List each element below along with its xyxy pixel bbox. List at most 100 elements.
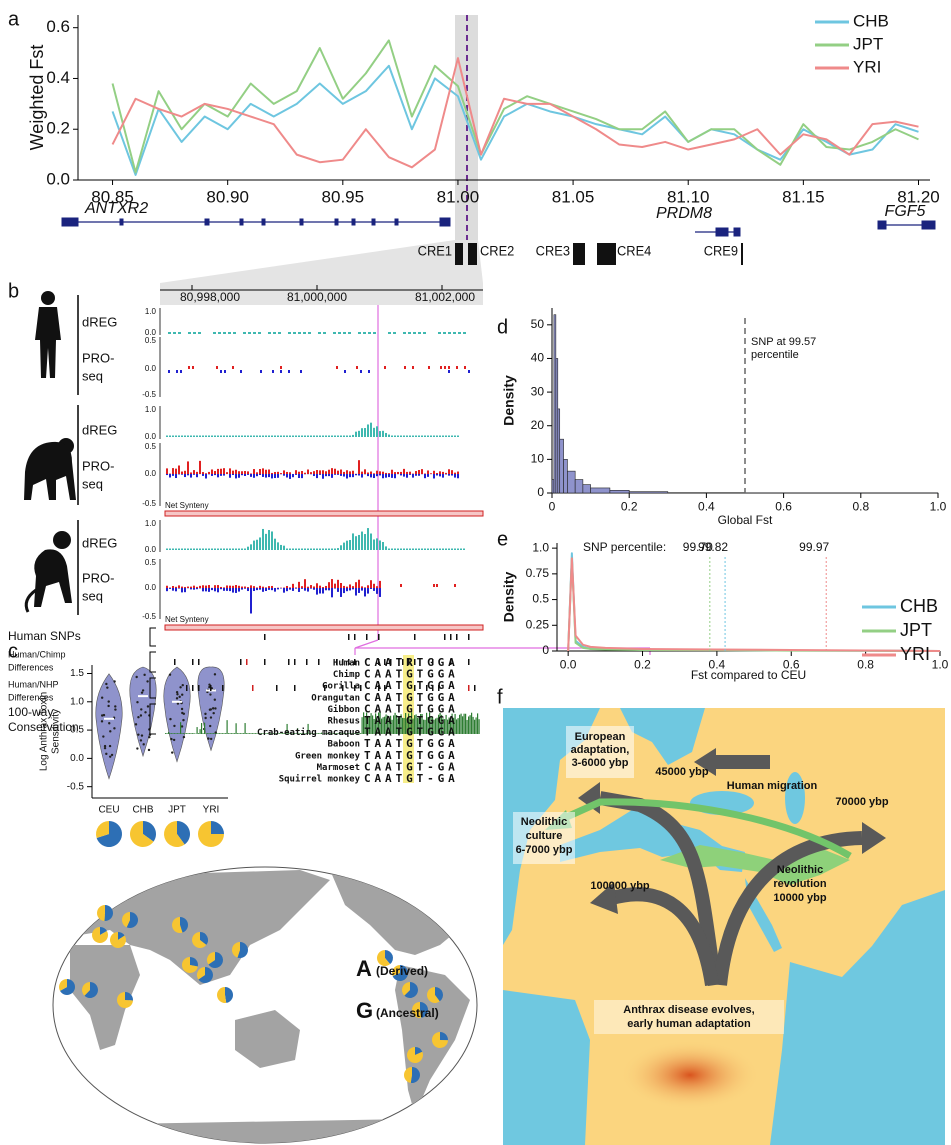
x-tick-label: 81.15 xyxy=(782,187,825,206)
violin-point xyxy=(140,708,142,710)
variant-tick xyxy=(222,685,224,691)
proseq-plus xyxy=(295,587,297,588)
dreg-signal xyxy=(307,436,309,438)
proseq-minus xyxy=(211,474,213,476)
dreg-signal xyxy=(379,431,381,437)
proseq-minus xyxy=(180,370,182,373)
dreg-signal xyxy=(226,436,228,438)
dreg-signal xyxy=(181,436,183,438)
proseq-minus xyxy=(265,588,267,591)
violin-point xyxy=(169,673,171,675)
dreg-signal xyxy=(376,426,378,437)
proseq-plus xyxy=(346,587,348,588)
dreg-signal xyxy=(271,436,273,438)
proseq-plus xyxy=(310,585,312,588)
cre-label: CRE9 xyxy=(704,243,738,259)
proseq-plus xyxy=(223,587,225,588)
proseq-plus xyxy=(400,584,402,587)
dreg-signal xyxy=(226,549,228,551)
proseq-plus xyxy=(421,469,423,474)
dreg-signal xyxy=(178,549,180,551)
dreg-signal xyxy=(424,436,426,438)
dreg-signal xyxy=(250,544,252,550)
violin-point xyxy=(140,739,142,741)
series-line xyxy=(568,558,940,651)
conservation xyxy=(210,733,211,734)
dreg-signal xyxy=(208,436,210,438)
gene-name: FGF5 xyxy=(885,203,926,220)
violin-point xyxy=(113,680,115,682)
dreg-signal xyxy=(298,549,300,551)
conservation xyxy=(198,733,199,734)
violin-point xyxy=(204,713,206,715)
dreg-signal xyxy=(283,546,285,550)
variant-tick xyxy=(354,634,356,640)
conservation xyxy=(246,733,247,734)
proseq-minus xyxy=(343,474,345,477)
violin xyxy=(96,674,122,779)
dreg-signal xyxy=(196,549,198,551)
proseq-plus xyxy=(456,366,458,369)
proseq-minus xyxy=(259,588,261,590)
species-name: Gorilla xyxy=(322,681,360,692)
conservation xyxy=(191,733,192,734)
series-line xyxy=(113,40,919,172)
y-tick-label: 1.5 xyxy=(70,668,84,679)
species-name: Orangutan xyxy=(311,693,360,703)
dreg-signal xyxy=(280,436,282,438)
annotation-track-label: Human SNPs xyxy=(8,629,81,643)
dreg-signal xyxy=(454,549,456,551)
dreg-signal xyxy=(463,549,465,551)
x-tick-label: 0.6 xyxy=(775,500,792,514)
y-tick-label: 0.0 xyxy=(70,753,84,764)
conservation xyxy=(222,733,223,734)
proseq-plus xyxy=(400,472,402,474)
proseq-minus xyxy=(208,588,210,592)
dreg-signal xyxy=(445,436,447,438)
dreg-signal xyxy=(453,332,456,334)
panel-label: e xyxy=(497,528,508,550)
conservation xyxy=(204,723,205,734)
proseq-minus xyxy=(322,588,324,594)
dreg-signal xyxy=(397,436,399,438)
x-tick-label: 81.10 xyxy=(667,187,710,206)
conservation xyxy=(200,729,201,734)
variant-tick xyxy=(294,659,296,665)
proseq-plus xyxy=(307,587,309,588)
x-tick-label: CEU xyxy=(98,805,119,816)
violin-point xyxy=(179,686,181,688)
proseq-minus xyxy=(319,474,321,475)
violin-point xyxy=(207,737,209,739)
proseq-minus xyxy=(300,370,302,373)
dreg-signal xyxy=(262,436,264,438)
dreg-signal xyxy=(265,436,267,438)
dreg-signal xyxy=(358,332,361,334)
conservation xyxy=(251,733,252,734)
proseq-minus xyxy=(319,588,321,594)
dreg-signal xyxy=(445,549,447,551)
dreg-signal xyxy=(418,436,420,438)
dreg-signal xyxy=(196,436,198,438)
dreg-signal xyxy=(391,549,393,551)
proseq-minus xyxy=(355,588,357,596)
coord-label: 80,998,000 xyxy=(180,290,240,304)
proseq-minus xyxy=(274,474,276,478)
dreg-signal xyxy=(190,549,192,551)
proseq-minus xyxy=(253,588,255,591)
series-line xyxy=(113,66,919,175)
track-tick-label: 1.0 xyxy=(145,405,157,414)
dreg-signal xyxy=(274,539,276,550)
dreg-signal xyxy=(442,549,444,551)
violin-point xyxy=(108,722,110,724)
map-label: 70000 ybp xyxy=(835,796,888,808)
proseq-minus xyxy=(202,474,204,476)
dreg-signal xyxy=(202,549,204,551)
y-axis-label: Density xyxy=(501,572,517,623)
proseq-plus xyxy=(394,472,396,474)
x-tick-label: 81.00 xyxy=(437,187,480,206)
proseq-plus xyxy=(454,473,456,474)
human-icon xyxy=(35,291,61,378)
dreg-signal xyxy=(258,332,261,334)
track-label: PRO- xyxy=(82,350,115,365)
y-tick-label: 0 xyxy=(537,485,544,499)
